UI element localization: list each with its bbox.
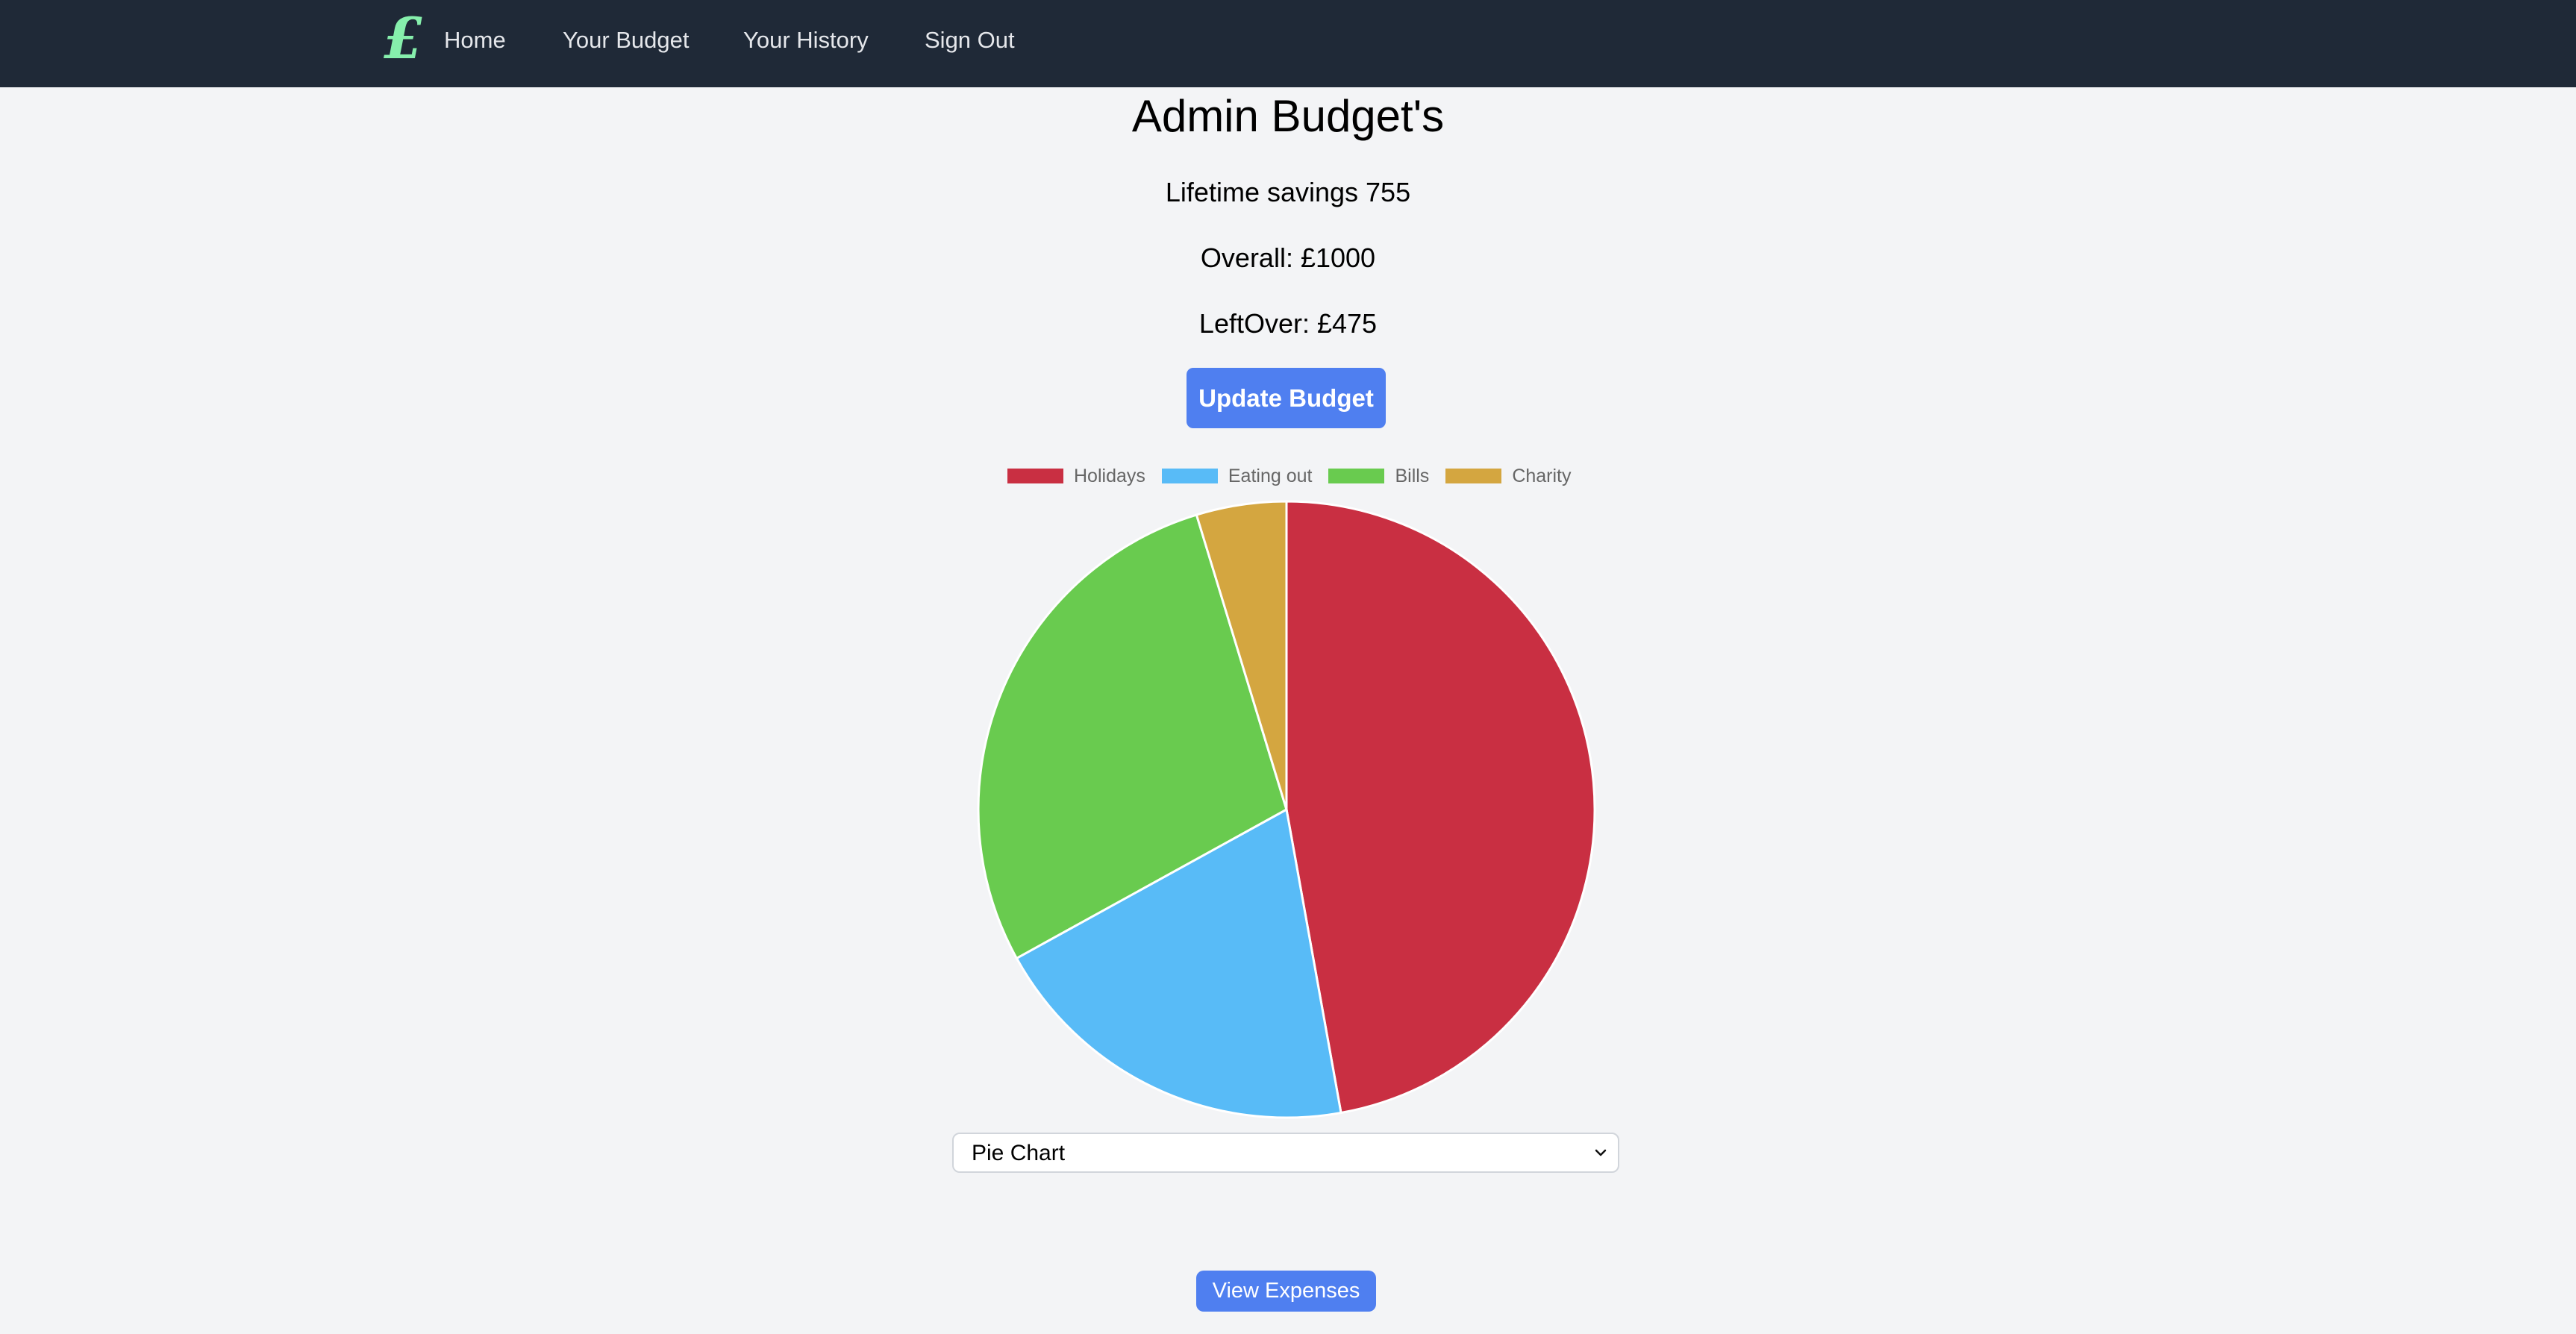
legend-swatch xyxy=(1328,469,1385,483)
legend-label: Eating out xyxy=(1228,465,1313,486)
legend-item[interactable]: Holidays xyxy=(1007,466,1145,487)
page-title: Admin Budget's xyxy=(1131,91,1445,141)
legend-swatch xyxy=(1161,469,1218,483)
nav-link-home[interactable]: Home xyxy=(444,27,506,53)
pie-slice-charity[interactable] xyxy=(1195,500,1288,810)
legend-label: Bills xyxy=(1395,465,1430,486)
overall-budget: Overall: £1000 xyxy=(1200,242,1376,273)
legend-item[interactable]: Eating out xyxy=(1161,465,1313,487)
update-budget-button[interactable]: Update Budget xyxy=(1187,368,1386,428)
pie-slice-eating-out[interactable] xyxy=(1015,807,1342,1119)
nav-link-your-budget[interactable]: Your Budget xyxy=(563,27,690,53)
nav-link-your-history[interactable]: Your History xyxy=(743,27,869,53)
navbar: £ Home Your Budget Your History Sign Out xyxy=(0,0,2576,87)
pie-slice-holidays[interactable] xyxy=(1285,500,1596,1115)
view-expenses-button[interactable]: View Expenses xyxy=(1196,1271,1376,1312)
pound-logo-icon[interactable]: £ xyxy=(384,5,423,72)
legend-label: Holidays xyxy=(1074,465,1145,486)
legend-swatch xyxy=(1445,469,1502,483)
leftover-budget: LeftOver: £475 xyxy=(1198,308,1378,339)
chevron-down-icon xyxy=(1595,1149,1607,1156)
chart-type-selected-value: Pie Chart xyxy=(972,1141,1066,1165)
lifetime-savings: Lifetime savings 755 xyxy=(1165,177,1411,207)
legend-item[interactable]: Charity xyxy=(1445,465,1572,487)
legend-item[interactable]: Bills xyxy=(1328,466,1429,487)
legend-label: Charity xyxy=(1512,465,1572,486)
legend-swatch xyxy=(1007,469,1063,483)
pie-slice-bills[interactable] xyxy=(977,513,1288,960)
chart-legend: Holidays Eating out Bills Charity xyxy=(1007,463,1588,489)
chart-type-select[interactable]: Pie Chart xyxy=(952,1133,1619,1173)
nav-link-sign-out[interactable]: Sign Out xyxy=(925,27,1015,53)
